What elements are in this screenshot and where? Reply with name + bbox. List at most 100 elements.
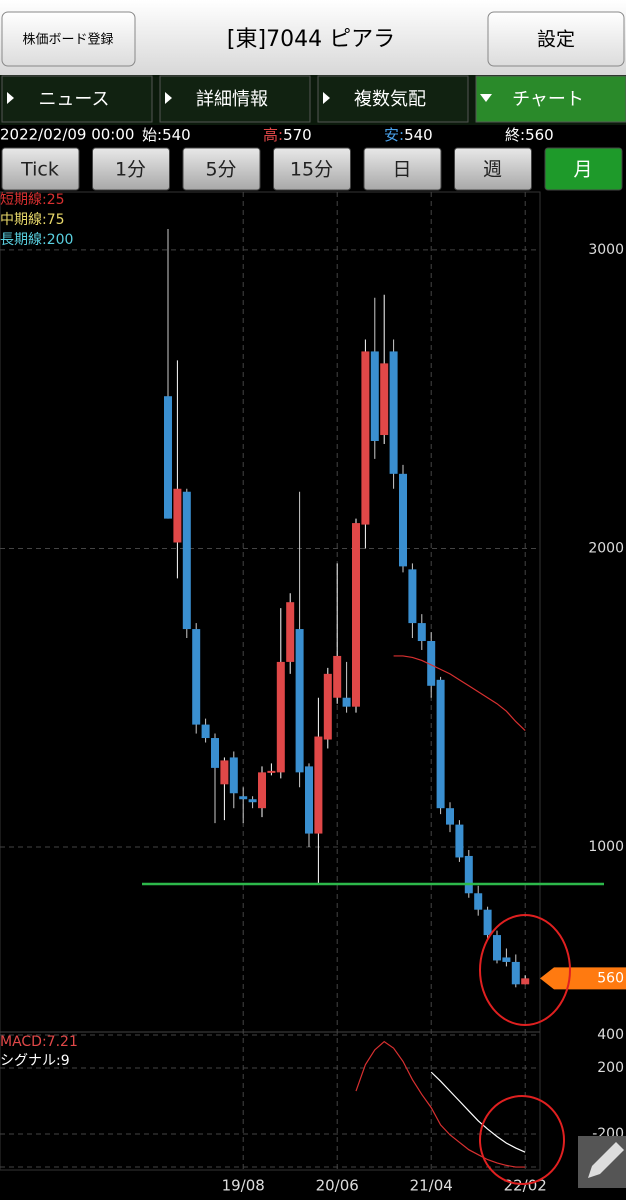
legend-entry: 中期線:75 [0,212,65,228]
candle-body [417,623,426,642]
tab-arrow [323,92,330,104]
chart-frame [0,191,541,1171]
period-button[interactable] [454,147,532,191]
settings-button[interactable] [487,11,625,67]
y-tick-label: 400 [597,1027,624,1043]
y-tick-label: 1000 [588,839,624,855]
pencil-icon[interactable] [588,1142,624,1178]
candle-body [276,661,285,773]
tab[interactable] [159,75,311,123]
ohlc-label: 高: [263,126,283,144]
y-tick-label: 200 [597,1060,624,1076]
ohlc-value: 570 [283,126,312,144]
tab[interactable] [475,75,626,123]
candle-body [248,799,257,803]
candle-body [305,766,313,834]
candle-body [502,957,511,962]
info-datetime: 2022/02/09 00:00 [0,126,134,144]
candle-body [192,629,201,725]
candle-body [493,935,501,961]
candle-body [352,523,360,707]
ohlc-item: 始:540 [142,126,191,144]
y-tick-label: 3000 [588,242,624,258]
ohlc-value: 540 [162,126,191,144]
candle-body [323,673,332,740]
price-tag-label: 560 [597,970,624,986]
tab-label[interactable]: 複数気配 [354,89,426,110]
period-label[interactable]: 5分 [205,159,236,181]
stock-title: [東]7044 ピアラ [227,27,395,52]
ohlc-item: 安:540 [384,126,433,144]
board-button-label[interactable]: 株価ボード登録 [22,33,113,48]
candle-body [483,909,492,936]
candle-body [389,351,398,474]
period-button[interactable] [273,147,351,191]
candle-body [361,351,370,525]
candle-body [220,760,229,785]
candle-body [173,488,182,543]
candle-body [427,641,436,686]
tab-arrow [165,92,172,104]
tab-arrow [7,92,14,104]
candle-body [474,893,483,910]
ohlc-label: 終: [505,126,525,144]
candle-body [286,602,295,662]
candle-body [511,961,520,985]
tab-label[interactable]: 詳細情報 [196,89,268,110]
candle-body [342,697,351,707]
period-button[interactable] [363,147,442,191]
price-tag [540,967,626,990]
tab-label[interactable]: ニュース [38,89,109,110]
candle-body [370,351,379,441]
ohlc-label: 始: [142,126,162,144]
ohlc-value: 560 [525,126,554,144]
candle-body [408,569,417,624]
tab[interactable] [317,75,469,123]
ohlc-value: 540 [404,126,433,144]
tab[interactable] [1,75,153,123]
candle-body [399,473,407,567]
candle-body [295,629,304,773]
candle-body [464,855,473,894]
candle-body [182,491,191,630]
candle-body [380,363,389,436]
candle-body [455,824,464,858]
period-label[interactable]: 日 [392,159,411,181]
settings-button-label[interactable]: 設定 [537,29,575,51]
tab-arrow [480,94,492,102]
moving-average [393,655,526,732]
period-button[interactable] [92,147,170,191]
highlight-circle [479,1095,565,1185]
board-button[interactable] [1,11,136,67]
candle-body [211,738,219,768]
legend-entry: 長期線:200 [0,232,73,248]
highlight-circle [479,914,571,1026]
candle-body [229,757,238,794]
period-label[interactable]: Tick [20,159,59,181]
indicator-line [355,1040,526,1168]
period-label[interactable]: 1分 [115,159,146,181]
period-button[interactable] [1,147,80,191]
period-label[interactable]: 15分 [290,159,333,181]
candle-body [521,978,530,985]
tab-label[interactable]: チャート [512,89,584,110]
period-label[interactable]: 月 [573,159,592,181]
period-button[interactable] [182,147,261,191]
candle-body [164,396,172,519]
legend-entry: 短期線:25 [0,192,65,208]
indicator-line [430,1071,526,1153]
candle-body [446,808,454,825]
ohlc-item: 終:560 [505,126,554,144]
ohlc-label: 安: [384,126,404,144]
period-button[interactable] [544,147,623,191]
candle-body [314,736,323,834]
y-tick-label: 2000 [588,540,624,556]
period-label[interactable]: 週 [483,159,502,181]
legend-entry: シグナル:9 [0,1053,70,1069]
x-tick-label: 19/08 [222,1177,265,1195]
candle-body [239,796,248,800]
x-tick-label: 21/04 [410,1177,453,1195]
ohlc-item: 高:570 [263,126,312,144]
